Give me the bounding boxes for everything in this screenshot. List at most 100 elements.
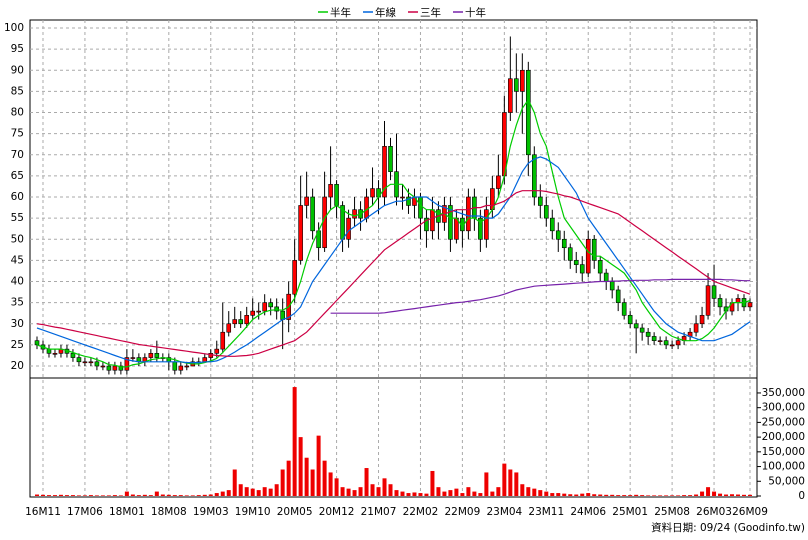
candle-body (669, 344, 675, 347)
volume-bar (118, 495, 123, 496)
candle-body (172, 361, 178, 371)
candle-body (579, 264, 585, 274)
candle-body (406, 196, 411, 206)
candle-body (232, 319, 238, 325)
volume-bar (322, 460, 327, 496)
candle-body (663, 340, 669, 346)
volume-bar (364, 468, 369, 496)
candle-body (514, 78, 519, 92)
candle-body (537, 196, 543, 206)
y2-tick-label: 150,000 (762, 446, 805, 458)
candle-body (532, 154, 537, 198)
volume-bar (730, 494, 735, 496)
x-tick-label: 20M12 (319, 506, 355, 518)
candle-body (364, 196, 369, 219)
volume-bar (196, 495, 201, 496)
volume-bar (520, 484, 525, 496)
volume-bar (466, 487, 471, 496)
candle-body (543, 205, 549, 219)
x-tick-label: 19M10 (235, 506, 271, 518)
candle-body (220, 331, 226, 350)
volume-bar (748, 494, 752, 496)
volume-bar (274, 484, 279, 496)
y-tick-label: 35 (11, 297, 24, 309)
volume-bar (250, 488, 255, 496)
y-tick-label: 65 (11, 170, 24, 182)
volume-bar (532, 488, 537, 496)
candle-body (352, 209, 357, 219)
volume-bar (610, 494, 615, 496)
volume-bar (472, 491, 477, 496)
volume-bar (178, 495, 183, 496)
x-tick-label: 17M06 (67, 506, 103, 518)
y-tick-label: 95 (11, 43, 24, 55)
y-tick-label: 45 (11, 254, 24, 266)
candle-body (52, 353, 58, 355)
volume-bar (460, 493, 465, 496)
volume-bar (664, 495, 669, 496)
candle-body (370, 188, 375, 198)
candle-body (454, 217, 459, 240)
candle-body (106, 365, 112, 371)
volume-bar (694, 494, 699, 496)
volume-bar (502, 463, 507, 496)
volume-bar (256, 490, 261, 496)
volume-bar (490, 491, 495, 496)
y-tick-label: 20 (11, 360, 24, 372)
candle-body (747, 302, 753, 308)
candle-body (585, 238, 591, 274)
volume-bar (358, 487, 363, 496)
candle-body (268, 302, 273, 308)
candle-body (88, 361, 94, 364)
volume-bar (112, 495, 117, 496)
candle-body (328, 184, 333, 198)
volume-bar (184, 495, 189, 496)
volume-bar (94, 495, 99, 496)
candle-body (82, 361, 88, 364)
volume-bar (412, 492, 417, 496)
volume-bar (526, 487, 531, 496)
y-tick-label: 70 (11, 149, 24, 161)
x-tick-label: 21M07 (361, 506, 397, 518)
volume-bar (550, 493, 555, 496)
candle-body (382, 146, 387, 198)
volume-bar (304, 457, 309, 496)
volume-bar (448, 490, 453, 496)
volume-bar (538, 490, 543, 496)
volume-bar (682, 495, 687, 496)
volume-bar (400, 491, 405, 496)
volume-bar (64, 495, 69, 496)
candle-body (639, 327, 645, 333)
candle-body (633, 323, 639, 329)
volume-bar (286, 460, 291, 496)
volume-bar (700, 491, 705, 496)
candle-body (214, 348, 220, 354)
volume-bar (160, 494, 165, 496)
legend-label: 年線 (375, 6, 396, 19)
candle-body (154, 353, 160, 358)
volume-bar (370, 484, 375, 496)
x-tick-label: 18M01 (109, 506, 145, 518)
candle-body (705, 285, 711, 316)
y2-tick-label: 350,000 (762, 387, 805, 399)
volume-bar (394, 490, 399, 496)
candle-body (651, 336, 657, 341)
candle-body (292, 260, 297, 295)
volume-bar (646, 495, 651, 496)
y2-tick-label: 250,000 (762, 416, 805, 428)
volume-bar (736, 494, 741, 496)
candle-body (226, 323, 232, 333)
candle-body (555, 230, 561, 240)
volume-bar (712, 491, 717, 496)
volume-bar (352, 490, 357, 496)
candle-body (627, 315, 633, 325)
candle-body (717, 298, 723, 308)
volume-bar (622, 495, 627, 496)
y2-tick-label: 100,000 (762, 461, 805, 473)
volume-bar (514, 472, 519, 496)
candle-body (262, 302, 267, 312)
volume-bar (262, 487, 267, 496)
y-tick-label: 30 (11, 318, 24, 330)
candle-body (388, 146, 393, 172)
